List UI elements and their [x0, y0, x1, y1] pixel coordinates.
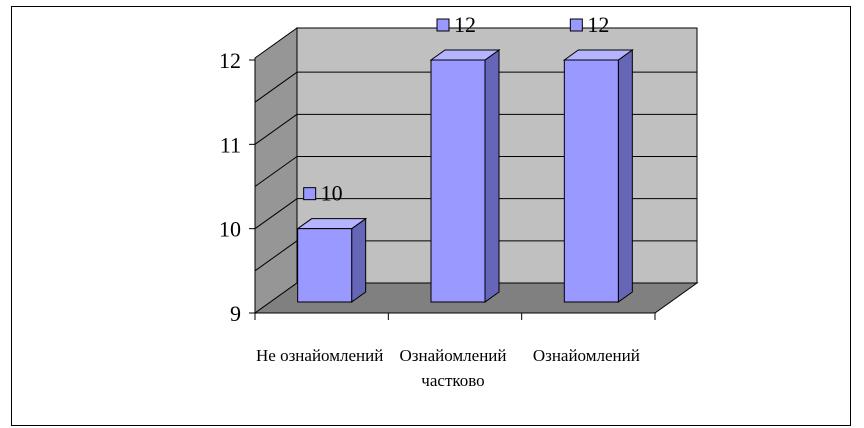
data-label-marker — [569, 18, 583, 32]
y-tick-label: 12 — [219, 48, 241, 73]
category-label: Ознайомлений — [533, 346, 640, 365]
data-label: 10 — [321, 181, 343, 206]
data-label: 12 — [454, 12, 476, 37]
data-label: 12 — [587, 12, 609, 37]
data-label-marker — [303, 187, 317, 201]
bar — [296, 217, 368, 303]
y-tick-label: 10 — [219, 217, 241, 242]
axes — [249, 58, 656, 320]
bar-side — [351, 217, 367, 303]
bar-front — [430, 59, 486, 303]
gridline-side — [254, 198, 298, 230]
side-wall — [254, 27, 298, 314]
y-tick-label: 9 — [230, 301, 241, 326]
data-labels: 10 12 12 — [303, 12, 609, 206]
category-label: частково — [421, 371, 484, 390]
bar-side — [617, 49, 633, 303]
bar — [562, 49, 634, 303]
bar — [429, 49, 501, 303]
gridline-side — [254, 156, 298, 187]
bar-front — [563, 59, 619, 303]
category-labels: Не ознайомлений Ознайомлений частково Ознай… — [256, 346, 640, 390]
gridline-side — [254, 71, 298, 103]
data-label-marker — [436, 18, 450, 32]
y-tick-labels: 9 10 11 12 — [219, 48, 241, 326]
category-label: Не ознайомлений — [256, 346, 383, 365]
y-tick-label: 11 — [220, 132, 241, 157]
bar-side — [484, 49, 500, 303]
bars — [296, 49, 634, 303]
bar-front — [297, 228, 353, 303]
gridline-side — [254, 113, 298, 145]
category-label: Ознайомлений — [400, 346, 507, 365]
gridline-side — [254, 240, 298, 272]
